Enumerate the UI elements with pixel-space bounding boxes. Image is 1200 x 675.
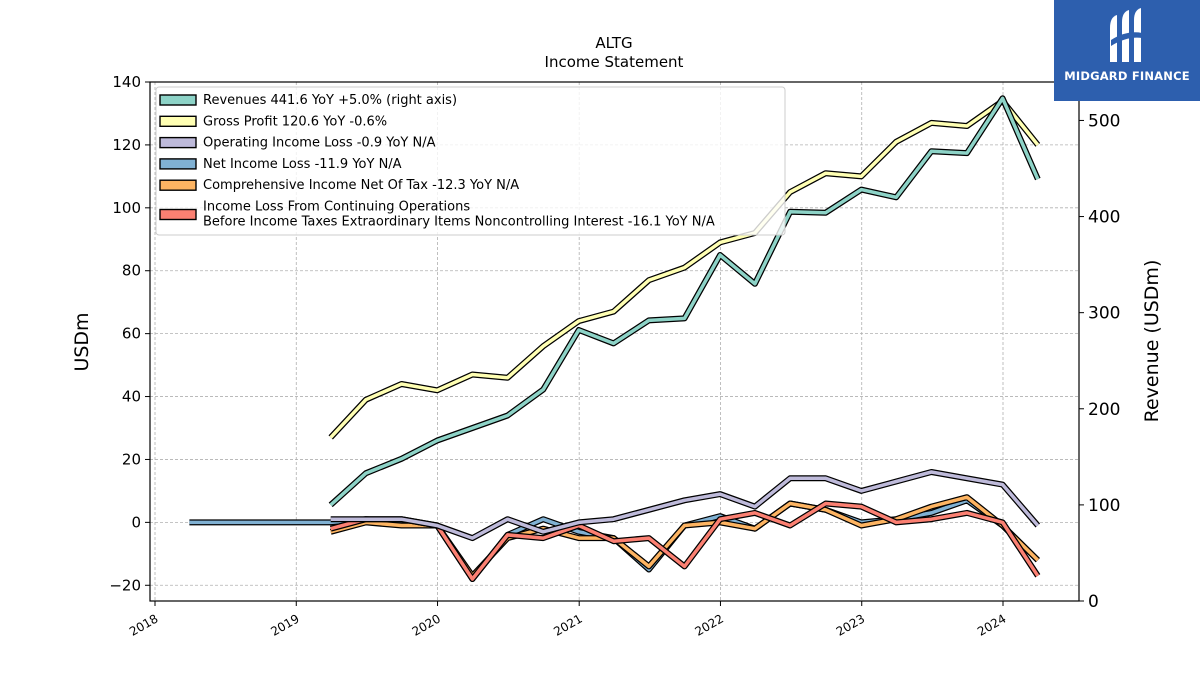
legend-label-line: Before Income Taxes Extraordinary Items … <box>203 215 715 230</box>
legend-swatch <box>159 136 197 149</box>
legend-label: Comprehensive Income Net Of Tax -12.3 Yo… <box>203 178 519 193</box>
brand-name: MIDGARD FINANCE <box>1064 69 1190 83</box>
y-axis-label-left: USDm <box>71 312 93 371</box>
legend-swatch <box>159 208 197 221</box>
x-tick-label: 2018 <box>127 611 160 638</box>
y-tick-label: 60 <box>122 325 141 343</box>
legend-label-line: Operating Income Loss -0.9 YoY N/A <box>203 136 436 151</box>
y-tick-label: 80 <box>122 262 141 280</box>
brand-logo: MIDGARD FINANCE <box>1054 0 1200 101</box>
legend-label: Income Loss From Continuing Operations Be… <box>203 200 715 230</box>
series-line <box>329 99 1040 439</box>
y-tick-label: 100 <box>112 199 141 217</box>
series-operating-income-loss <box>330 469 1041 542</box>
midgard-logo-icon <box>1110 8 1142 62</box>
legend-label-line: Comprehensive Income Net Of Tax -12.3 Yo… <box>203 178 519 193</box>
series-gross-profit <box>328 97 1041 440</box>
series-revenues <box>328 95 1041 508</box>
legend-box <box>155 86 786 236</box>
plot-frame <box>149 81 1080 602</box>
legend-swatch <box>159 115 197 128</box>
series-layer <box>189 95 1041 582</box>
x-tick-label: 2020 <box>410 611 443 638</box>
y-axis-left: −20 0 20 40 60 80 100 120 140 <box>109 73 150 594</box>
legend-label: Gross Profit 120.6 YoY -0.6% <box>203 114 387 129</box>
y-tick-label: 0 <box>131 513 141 531</box>
legend-swatch <box>159 179 197 191</box>
series-income-loss-from-continuing-operations-before-income-taxes-extraordinary-items-noncontrolling-interest <box>329 500 1041 582</box>
y-axis-label-right: Revenue (USDm) <box>1141 260 1163 423</box>
chart-subtitle: Income Statement <box>545 53 684 71</box>
y-tick-label: 120 <box>112 136 141 154</box>
x-axis: 2018 2019 2020 2021 2022 2023 2024 <box>127 601 1009 639</box>
x-tick-label: 2024 <box>975 611 1008 638</box>
legend-label: Revenues 441.6 YoY +5.0% (right axis) <box>203 93 457 108</box>
y-axis-right: 0 100 200 300 400 500 <box>1079 111 1120 612</box>
legend-label: Net Income Loss -11.9 YoY N/A <box>203 157 402 172</box>
legend-swatch <box>159 94 197 106</box>
x-tick-label: 2022 <box>693 611 726 638</box>
x-tick-label: 2019 <box>268 611 301 638</box>
legend-swatch <box>159 158 197 170</box>
y-tick-label: 40 <box>122 388 141 406</box>
legend-label-line: Income Loss From Continuing Operations <box>203 200 470 215</box>
y-tick-label: −20 <box>109 576 141 594</box>
series-line <box>329 96 1040 507</box>
chart-title: ALTG <box>595 34 632 52</box>
y-right-tick-label: 0 <box>1088 592 1099 612</box>
y-right-tick-label: 200 <box>1088 400 1120 420</box>
y-tick-label: 20 <box>122 450 141 468</box>
series-line <box>330 501 1040 581</box>
y-right-tick-label: 300 <box>1088 304 1120 324</box>
x-tick-label: 2023 <box>834 611 867 638</box>
y-right-tick-label: 500 <box>1088 111 1120 131</box>
legend: Revenues 441.6 YoY +5.0% (right axis) Gro… <box>155 86 786 236</box>
legend-label-line: Revenues 441.6 YoY +5.0% (right axis) <box>203 93 457 108</box>
legend-label-line: Net Income Loss -11.9 YoY N/A <box>203 157 402 172</box>
legend-label: Operating Income Loss -0.9 YoY N/A <box>203 136 436 151</box>
series-line <box>330 470 1040 540</box>
x-tick-label: 2021 <box>551 611 584 638</box>
y-right-tick-label: 100 <box>1088 496 1120 516</box>
legend-label-line: Gross Profit 120.6 YoY -0.6% <box>203 114 387 129</box>
y-right-tick-label: 400 <box>1088 208 1120 228</box>
y-tick-label: 140 <box>112 73 141 91</box>
